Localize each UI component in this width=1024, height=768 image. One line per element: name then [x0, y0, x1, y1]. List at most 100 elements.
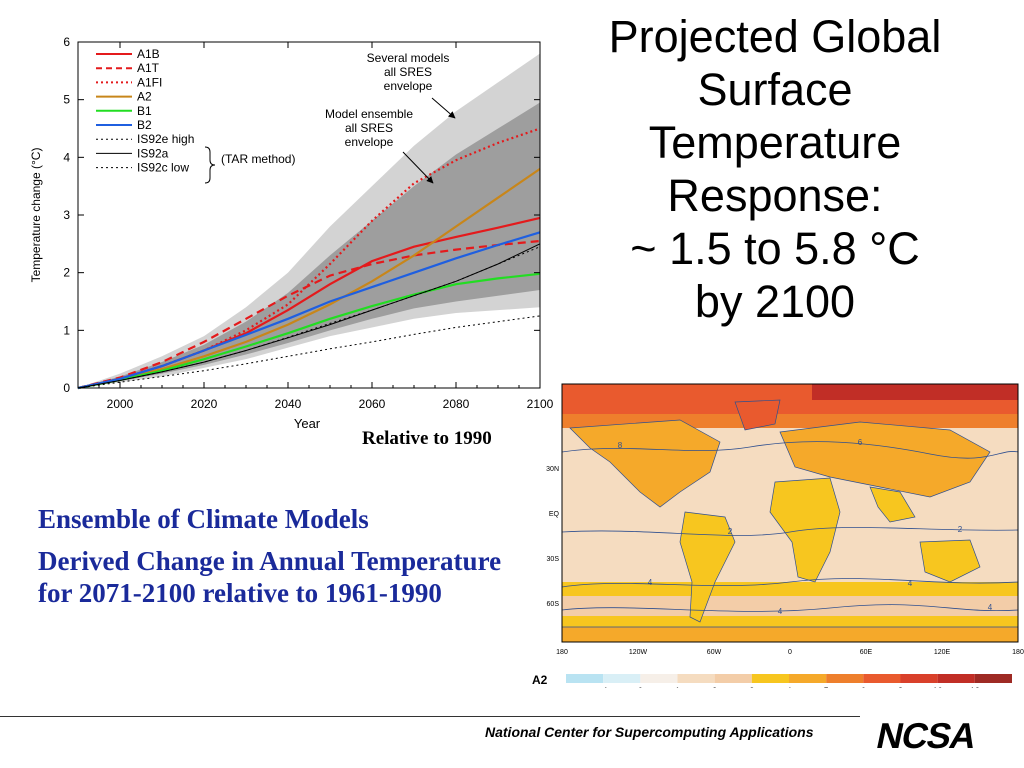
colorbar-label: 8: [898, 686, 903, 688]
colorbar-label: 10: [933, 686, 943, 688]
continent-greenland: [734, 399, 781, 431]
annotation-several-models: Several models all SRES envelope: [367, 51, 450, 93]
y-axis-label: Temperature change (°C): [29, 148, 43, 283]
legend-label: IS92e high: [137, 132, 194, 146]
legend-label: IS92a: [137, 146, 169, 160]
caption-line-2: Derived Change in Annual Temperature for…: [38, 546, 502, 608]
continent-south-america: [679, 511, 736, 623]
legend-label: IS92c low: [137, 161, 189, 175]
colorbar-swatch: [789, 674, 827, 683]
temperature-projection-chart: 2000 2020 2040 2060 2080 2100 0 1 2 3 4 5 6 A1BA1TA1…: [29, 35, 554, 431]
map-x-tick-label: 60E: [860, 649, 873, 656]
series-line-b1: [77, 272, 541, 390]
colorbar-swatch: [677, 674, 715, 683]
contour-label: 4: [908, 579, 913, 588]
map-x-tick-label: 0: [788, 649, 792, 656]
colorbar-swatch: [826, 674, 864, 683]
continent-india-se-asia: [869, 486, 916, 523]
legend-label: A2: [137, 90, 152, 104]
colorbar-label: 0: [638, 686, 643, 688]
caption-line-1: Ensemble of Climate Models: [38, 504, 369, 534]
y-tick-label: 3: [63, 208, 70, 222]
map-band-southern-ocean: [562, 596, 1018, 616]
annotation-line: Several models: [367, 51, 450, 65]
map-y-tick-label: 30N: [546, 466, 559, 473]
map-body: 8 6 2 2 4 4 4 4: [561, 383, 1019, 643]
x-tick-label: 2040: [275, 397, 302, 411]
title-line: ~ 1.5 to 5.8 °C: [630, 223, 920, 274]
continent-australia: [919, 539, 981, 583]
map-x-tick-label: 180: [556, 649, 568, 656]
contour-label: 6: [858, 438, 863, 447]
x-tick-label: 2020: [191, 397, 218, 411]
y-tick-label: 0: [63, 381, 70, 395]
axes-layer: 2000 2020 2040 2060 2080 2100 0 1 2 3 4 5 6: [63, 35, 553, 411]
title-line: by 2100: [694, 276, 856, 327]
contour-label: 4: [648, 578, 653, 587]
tar-brace: [204, 146, 216, 184]
colorbar-label: 3: [749, 686, 754, 688]
colorbar-label: 1: [675, 686, 680, 688]
colorbar-label: 5: [824, 686, 829, 688]
footer-divider: [0, 716, 860, 717]
colorbar-label: 12: [970, 686, 980, 688]
colorbar-swatch: [937, 674, 975, 683]
annotation-line: envelope: [345, 135, 394, 149]
map-x-tick-label: 120E: [934, 649, 951, 656]
colorbar-label: 2: [712, 686, 717, 688]
map-frame: [561, 383, 1019, 643]
series-line-b2: [77, 231, 541, 390]
y-tick-label: 5: [63, 93, 70, 107]
colorbar-label: 6: [861, 686, 866, 688]
x-axis-label: Year: [294, 416, 321, 431]
x-tick-label: 2000: [107, 397, 134, 411]
colorbar-swatch: [640, 674, 678, 683]
contour-label: 4: [778, 607, 783, 616]
slide-caption: Ensemble of Climate Models Derived Chang…: [38, 503, 518, 619]
slide-title: Projected Global Surface Temperature Respon…: [560, 10, 990, 328]
annotation-line: Model ensemble: [325, 107, 413, 121]
contour-label: 2: [958, 525, 963, 534]
legend-label: A1T: [137, 61, 160, 75]
annotation-line: all SRES: [345, 121, 393, 135]
colorbar-label: 4: [786, 686, 791, 688]
contour-line: [561, 441, 1019, 459]
map-x-tick-label: 120W: [629, 649, 648, 656]
annotation-tar-method: (TAR method): [221, 152, 295, 166]
colorbar-swatch: [714, 674, 752, 683]
series-line-a1fi: [77, 127, 541, 390]
y-tick-label: 4: [63, 150, 70, 164]
colorbar: A2−1012345681012: [532, 673, 1012, 688]
x-tick-label: 2080: [443, 397, 470, 411]
series-line-a2: [77, 167, 541, 390]
title-line: Response:: [667, 170, 883, 221]
contour-line: [561, 527, 1019, 536]
colorbar-swatch: [974, 674, 1012, 683]
contour-label: 4: [988, 603, 993, 612]
title-line: Temperature: [648, 117, 902, 168]
annotation-model-ensemble: Model ensemble all SRES envelope: [325, 107, 413, 149]
x-tick-label: 2060: [359, 397, 386, 411]
x-tick-label: 2100: [527, 397, 554, 411]
continent-antarctica: [561, 626, 1019, 643]
series-line-is92a: [77, 243, 541, 389]
legend-label: A1FI: [137, 75, 162, 89]
title-line: Projected Global: [608, 11, 942, 62]
scenario-label: A2: [532, 673, 548, 687]
contour-line: [561, 604, 1019, 612]
y-tick-label: 2: [63, 266, 70, 280]
colorbar-label: −1: [598, 686, 608, 688]
annotation-line: all SRES: [384, 65, 432, 79]
map-band-arctic-hot: [812, 384, 1018, 400]
legend-label: B1: [137, 104, 152, 118]
temperature-change-map: 8 62 24 44 4 180 120W 60W 0 60E 120E 18030NEQ30S60…: [532, 383, 1024, 688]
contour-label: 8: [618, 441, 623, 450]
annotation-arrow: [431, 97, 456, 119]
map-x-tick-label: 60W: [707, 649, 722, 656]
continent-north-america: [569, 419, 721, 508]
svg-text:NCSA: NCSA: [873, 715, 980, 754]
title-line: Surface: [697, 64, 853, 115]
colorbar-swatch: [603, 674, 641, 683]
